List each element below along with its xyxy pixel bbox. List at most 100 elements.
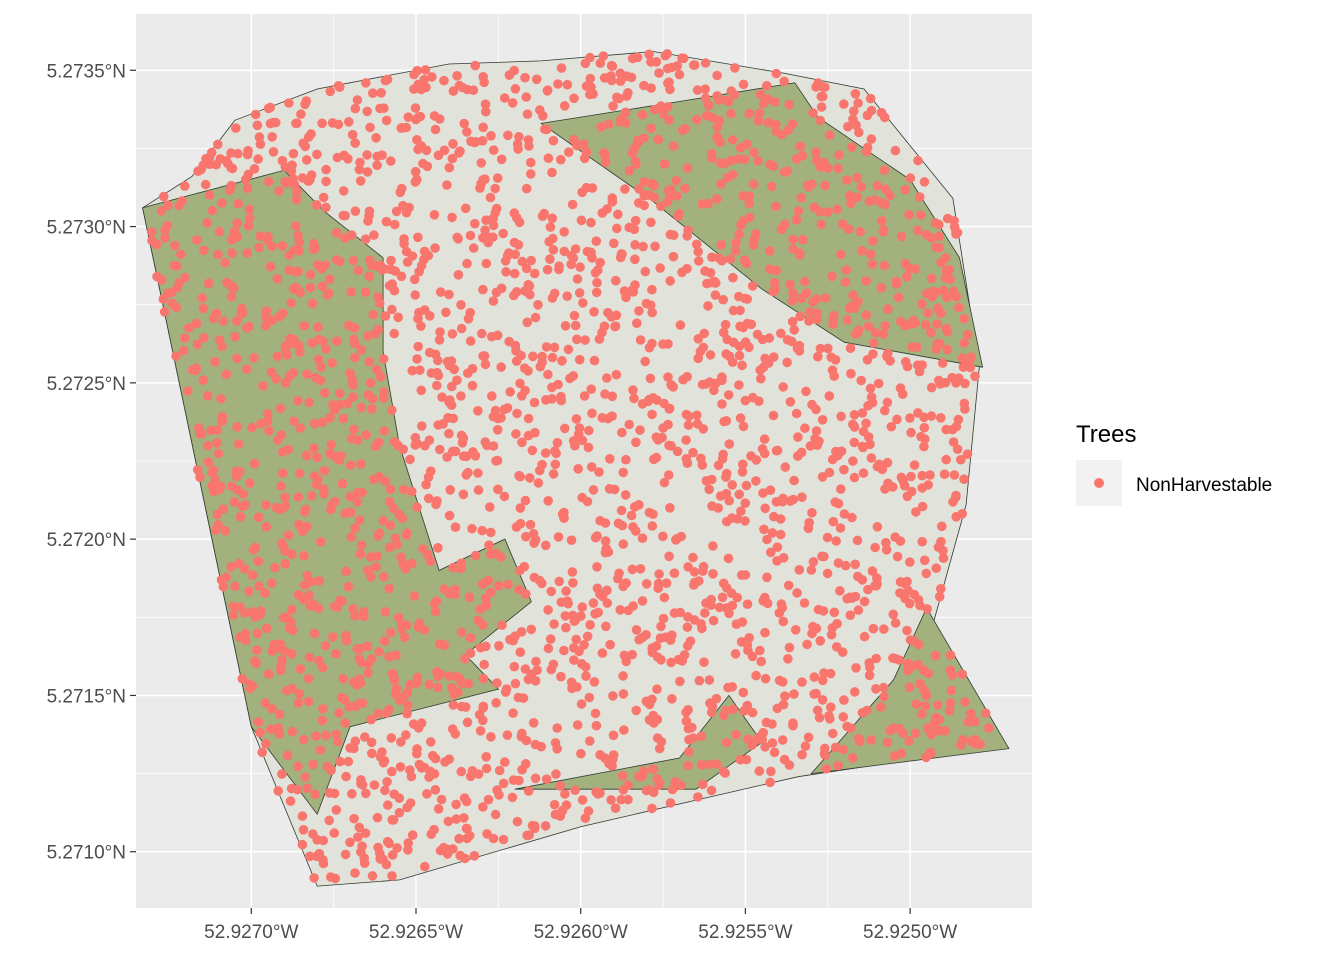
tree-point: [419, 74, 430, 85]
tree-point: [658, 531, 668, 542]
tree-point: [482, 440, 492, 451]
tree-point: [305, 269, 316, 280]
tree-point: [464, 592, 475, 603]
tree-point: [760, 673, 771, 684]
tree-point: [713, 460, 724, 471]
y-tick-label: 5.2730°N: [47, 218, 126, 239]
tree-point: [858, 426, 869, 437]
tree-point: [445, 395, 455, 405]
tree-point: [395, 187, 406, 198]
tree-point: [407, 365, 418, 376]
tree-point: [621, 454, 631, 465]
tree-point: [771, 201, 781, 212]
tree-point: [435, 287, 446, 297]
tree-point: [581, 671, 591, 681]
tree-point: [398, 484, 409, 495]
tree-point: [902, 491, 913, 502]
tree-point: [597, 208, 608, 218]
tree-point: [325, 872, 336, 882]
tree-point: [847, 142, 857, 152]
tree-point: [800, 741, 811, 751]
tree-point: [303, 132, 314, 142]
tree-point: [649, 454, 659, 465]
tree-point: [448, 139, 458, 149]
tree-point: [354, 822, 365, 833]
tree-point: [942, 326, 953, 337]
tree-point: [886, 421, 897, 432]
tree-point: [647, 409, 657, 420]
tree-point: [824, 391, 835, 401]
tree-point: [595, 58, 606, 68]
tree-point: [845, 190, 855, 201]
tree-point: [313, 603, 324, 613]
tree-point: [426, 737, 436, 747]
tree-point: [720, 768, 730, 778]
tree-point: [461, 470, 472, 480]
tree-point: [600, 389, 610, 399]
tree-point: [218, 504, 228, 514]
tree-point: [591, 236, 602, 246]
tree-point: [879, 624, 889, 634]
tree-point: [241, 323, 252, 333]
tree-point: [243, 221, 254, 231]
tree-point: [615, 605, 625, 615]
tree-point: [959, 313, 969, 324]
tree-point: [646, 217, 656, 228]
tree-point: [635, 335, 646, 345]
tree-point: [817, 415, 828, 425]
tree-point: [866, 134, 877, 144]
tree-point: [321, 344, 331, 354]
tree-point: [613, 209, 623, 220]
tree-point: [765, 777, 775, 788]
tree-point: [826, 352, 836, 363]
tree-point: [355, 176, 366, 186]
tree-point: [552, 438, 563, 448]
tree-point: [494, 641, 504, 651]
tree-point: [898, 476, 908, 486]
tree-point: [371, 364, 382, 375]
tree-point: [401, 530, 412, 540]
tree-point: [511, 346, 521, 356]
tree-point: [284, 98, 294, 108]
tree-point: [288, 148, 299, 159]
tree-point: [959, 338, 969, 348]
tree-point: [719, 710, 729, 721]
tree-point: [970, 371, 980, 382]
tree-point: [660, 632, 671, 642]
tree-point: [213, 520, 223, 530]
tree-point: [688, 552, 698, 563]
tree-point: [916, 431, 926, 442]
tree-point: [467, 380, 478, 391]
tree-point: [849, 422, 860, 432]
tree-point: [315, 537, 326, 547]
tree-point: [349, 743, 359, 754]
tree-point: [658, 613, 669, 624]
tree-point: [406, 771, 417, 782]
tree-point: [802, 639, 812, 650]
tree-point: [291, 194, 302, 205]
tree-point: [681, 435, 691, 445]
tree-point: [388, 815, 399, 825]
tree-point: [660, 50, 671, 61]
tree-point: [919, 422, 930, 433]
tree-point: [892, 414, 902, 425]
tree-point: [788, 288, 798, 299]
tree-point: [816, 160, 826, 171]
tree-point: [666, 657, 676, 668]
tree-point: [542, 86, 553, 96]
tree-point: [937, 358, 948, 368]
tree-point: [233, 439, 244, 449]
tree-point: [592, 277, 602, 288]
tree-point: [556, 395, 567, 406]
tree-point: [728, 305, 739, 316]
tree-point: [639, 190, 649, 201]
tree-point: [697, 623, 707, 634]
tree-point: [841, 265, 852, 275]
tree-point: [620, 107, 631, 118]
tree-point: [682, 622, 693, 632]
tree-point: [823, 207, 833, 217]
tree-point: [515, 503, 526, 513]
tree-point: [868, 236, 878, 246]
tree-point: [422, 789, 432, 799]
tree-point: [983, 723, 994, 733]
